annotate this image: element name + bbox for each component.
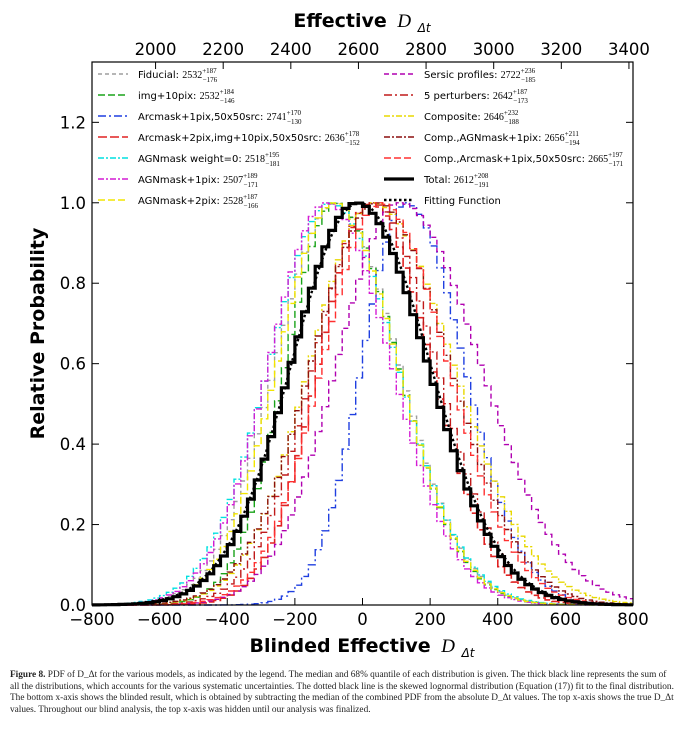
- bottom-axis-title: Blinded Effective D Δt: [249, 635, 475, 660]
- legend-minus-10: −194: [565, 139, 580, 147]
- series-line-13: [91, 201, 633, 607]
- legend-label-8: 5 perturbers: 2642+187: [424, 88, 528, 102]
- y-tick-label: 0.0: [60, 596, 86, 615]
- x-tick-label: −800: [69, 610, 114, 629]
- legend-label-7: Sersic profiles: 2722+236: [424, 67, 536, 81]
- top-tick-label: 3200: [540, 40, 582, 59]
- y-tick-label: 0.2: [60, 516, 86, 535]
- y-tick-label: 0.4: [60, 435, 86, 454]
- top-axis-title: Effective D Δt: [293, 10, 432, 35]
- legend-label-13: Fitting Function: [424, 196, 501, 207]
- top-tick-label: 2200: [202, 40, 244, 59]
- x-tick-label: −200: [272, 610, 317, 629]
- y-tick-label: 1.2: [60, 113, 86, 132]
- legend-minus-7: −185: [521, 76, 536, 84]
- legend-minus-6: −166: [244, 202, 259, 210]
- caption-label: Figure 8.: [10, 670, 46, 680]
- y-tick-label: 1.0: [60, 194, 86, 213]
- legend-label-1: img+10pix: 2532+184: [138, 88, 235, 102]
- x-tick-label: 400: [482, 610, 514, 629]
- series-layer: [91, 201, 633, 607]
- x-tick-label: −600: [137, 610, 182, 629]
- chart: −800 −600 −400 −200 0 200 400 600 800 2000 2200 240…: [27, 10, 650, 660]
- legend-label-3: Arcmask+2pix,img+10pix,50x50src: 2636+17…: [138, 130, 360, 144]
- series-line-11: [92, 202, 633, 606]
- legend-minus-9: −188: [504, 118, 519, 126]
- legend-label-6: AGNmask+2pix: 2528+187: [138, 193, 258, 207]
- series-line-12: [92, 201, 633, 607]
- legend-minus-5: −171: [244, 181, 259, 189]
- legend-minus-3: −152: [345, 139, 360, 147]
- legend-label-4: AGNmask weight=0: 2518+195: [138, 151, 280, 165]
- legend-minus-12: −191: [474, 181, 489, 189]
- legend-label-11: Comp.,Arcmask+1pix,50x50src: 2665+197: [424, 151, 623, 165]
- top-tick-label: 3400: [608, 40, 650, 59]
- legend-label-10: Comp.,AGNmask+1pix: 2656+211: [424, 130, 579, 144]
- y-tick-label: 0.6: [60, 355, 86, 374]
- legend-minus-0: −176: [203, 76, 218, 84]
- legend: Fiducial: 2532+187−176 img+10pix: 2532+18…: [98, 67, 624, 210]
- x-tick-label: 0: [357, 610, 368, 629]
- top-tick-label: 2400: [270, 40, 312, 59]
- series-line-10: [92, 202, 633, 606]
- top-tick-label: 2000: [135, 40, 177, 59]
- legend-label-12: Total: 2612+208: [423, 172, 489, 186]
- legend-label-2: Arcmask+1pix,50x50src: 2741+170: [138, 109, 302, 123]
- legend-minus-2: −130: [287, 118, 302, 126]
- x-tick-label: 600: [550, 610, 582, 629]
- legend-minus-1: −146: [220, 97, 235, 105]
- legend-minus-4: −181: [265, 160, 280, 168]
- y-tick-label: 0.8: [60, 274, 86, 293]
- top-tick-label: 2600: [337, 40, 379, 59]
- legend-minus-11: −171: [609, 160, 624, 168]
- series-line-7: [92, 202, 633, 606]
- x-tick-label: 800: [617, 610, 649, 629]
- legend-label-9: Composite: 2646+232: [424, 109, 519, 123]
- legend-label-5: AGNmask+1pix: 2507+189: [138, 172, 258, 186]
- legend-minus-8: −173: [513, 97, 528, 105]
- y-axis-title: Relative Probability: [27, 227, 49, 439]
- x-tick-label: 200: [414, 610, 446, 629]
- x-tick-label: −400: [205, 610, 250, 629]
- ticks-layer: −800 −600 −400 −200 0 200 400 600 800 2000 2200 240…: [60, 40, 650, 629]
- figure-caption: Figure 8. PDF of D_Δt for the various mo…: [10, 670, 674, 716]
- series-line-8: [92, 202, 633, 606]
- top-tick-label: 3000: [473, 40, 515, 59]
- legend-label-0: Fiducial: 2532+187: [138, 67, 217, 81]
- top-tick-label: 2800: [405, 40, 447, 59]
- caption-text: PDF of D_Δt for the various models, as i…: [10, 670, 674, 715]
